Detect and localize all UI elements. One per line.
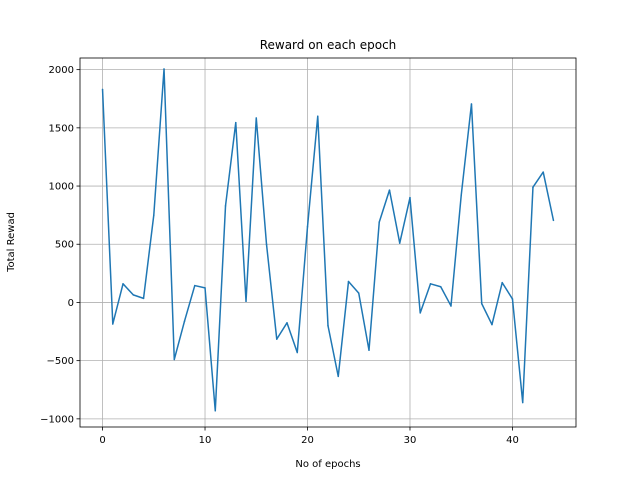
data-point: [265, 243, 268, 245]
data-point: [398, 242, 401, 244]
plot-frame: [79, 57, 577, 428]
data-point: [194, 284, 196, 287]
data-point: [552, 219, 555, 222]
data-point: [409, 196, 411, 199]
data-point: [357, 292, 360, 294]
data-point: [480, 302, 483, 305]
data-point: [245, 300, 247, 303]
data-point: [378, 221, 380, 223]
data-point: [511, 298, 514, 300]
data-point: [317, 115, 319, 117]
grid: [80, 58, 576, 427]
data-point: [388, 189, 391, 191]
x-tick-label: 30: [404, 435, 417, 446]
x-tick-label: 0: [99, 435, 105, 446]
data-point: [347, 280, 350, 283]
data-point: [204, 287, 206, 289]
data-point: [521, 401, 524, 404]
y-tick-label: 0: [68, 298, 74, 309]
x-axis-ticks: 0 10 20 30 40: [99, 427, 519, 446]
data-point: [368, 349, 370, 351]
y-tick-label: 1500: [49, 123, 74, 134]
data-point: [153, 214, 155, 216]
x-tick-label: 40: [506, 435, 519, 446]
data-point: [112, 323, 114, 325]
data-point: [501, 281, 503, 284]
y-tick-label: 2000: [49, 65, 74, 76]
data-point: [429, 283, 432, 285]
y-tick-label: 500: [55, 240, 74, 251]
data-point: [327, 324, 329, 327]
y-tick-label: −500: [47, 356, 74, 367]
data-point: [101, 88, 104, 91]
chart-title: Reward on each epoch: [260, 38, 397, 52]
data-point: [214, 409, 217, 412]
data-point: [439, 285, 442, 288]
x-axis-title: No of epochs: [295, 459, 360, 470]
y-axis-title: Total Rewad: [6, 212, 17, 273]
data-point: [183, 320, 186, 322]
data-point: [306, 226, 309, 228]
data-point: [470, 103, 473, 105]
x-tick-label: 20: [301, 435, 314, 446]
data-point: [163, 68, 165, 70]
data-point: [132, 294, 135, 296]
data-point: [276, 338, 278, 340]
data-point: [542, 171, 544, 173]
data-point: [286, 322, 288, 324]
data-point: [491, 323, 493, 326]
data-point: [460, 194, 462, 197]
data-point: [532, 186, 534, 188]
y-tick-label: 1000: [49, 182, 74, 193]
data-point: [224, 205, 227, 207]
y-axis-ticks: −1000 −500 0 500 1000 1500 2000: [40, 65, 80, 425]
data-point: [235, 121, 237, 124]
data-point: [255, 117, 258, 119]
data-point: [419, 312, 421, 314]
data-point: [122, 283, 124, 285]
series-layer: [101, 68, 555, 412]
y-tick-label: −1000: [40, 414, 74, 425]
data-point: [173, 358, 176, 361]
data-point: [450, 305, 452, 307]
data-point: [296, 351, 299, 354]
x-tick-label: 10: [199, 435, 212, 446]
data-point: [142, 297, 145, 300]
data-point: [337, 375, 339, 378]
